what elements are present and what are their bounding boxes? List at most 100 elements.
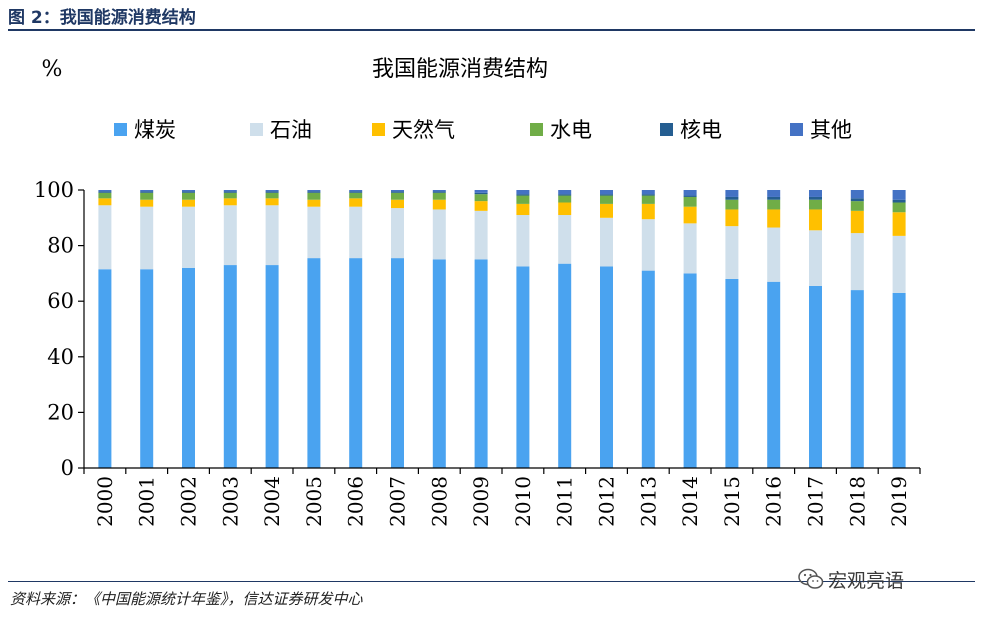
bar-segment — [600, 190, 613, 195]
bar-segment — [223, 198, 237, 206]
legend-label: 石油 — [270, 118, 312, 142]
bar-segment — [182, 199, 195, 207]
bar-segment — [850, 190, 864, 199]
bar-segment — [432, 190, 446, 192]
x-tick-label: 2017 — [804, 476, 828, 527]
bar-segment — [600, 195, 613, 204]
bar-segment — [850, 290, 864, 468]
x-tick-label: 2019 — [887, 476, 911, 527]
bar-segment — [140, 269, 154, 468]
x-tick-label: 2007 — [386, 476, 410, 527]
y-axis-unit-label: % — [42, 57, 63, 82]
x-tick-label: 2003 — [218, 476, 242, 527]
bar-segment — [683, 195, 697, 197]
bar-segment — [767, 281, 781, 468]
bar-segment — [432, 191, 446, 193]
bar-stack — [725, 190, 739, 468]
bar-segment — [265, 190, 279, 192]
x-tick-label: 2011 — [553, 476, 577, 527]
legend-swatch — [372, 123, 385, 136]
bar-segment — [641, 190, 655, 195]
bar-segment — [349, 190, 363, 192]
bar-segment — [98, 191, 112, 193]
y-tick-label: 60 — [47, 289, 74, 313]
bar-segment — [307, 192, 321, 200]
bar-stack — [307, 190, 321, 468]
bar-segment — [182, 267, 195, 468]
bar-segment — [98, 192, 112, 199]
bar-stack — [223, 190, 237, 468]
bar-stack — [683, 190, 697, 468]
bar-segment — [683, 273, 697, 468]
bar-segment — [809, 190, 822, 197]
bar-segment — [809, 230, 822, 286]
bar-segment — [140, 191, 154, 193]
bar-stack — [767, 190, 781, 468]
bar-segment — [683, 190, 697, 196]
bar-segment — [307, 258, 321, 468]
x-tick-label: 2002 — [177, 476, 201, 527]
x-tick-label: 2016 — [762, 476, 786, 527]
legend-label: 天然气 — [392, 118, 455, 142]
bar-segment — [391, 199, 404, 209]
y-tick-label: 100 — [34, 178, 74, 202]
bar-stack — [558, 190, 572, 468]
x-tick-label: 2008 — [427, 476, 451, 527]
x-tick-label: 2006 — [344, 476, 368, 527]
x-tick-label: 2005 — [302, 476, 326, 527]
bar-segment — [223, 190, 237, 192]
legend-swatch — [790, 123, 803, 136]
bar-segment — [850, 210, 864, 234]
bar-segment — [307, 190, 321, 192]
bar-segment — [725, 199, 739, 210]
legend-item: 天然气 — [372, 118, 455, 142]
bar-segment — [725, 190, 739, 197]
bar-segment — [182, 206, 195, 268]
bar-segment — [767, 196, 781, 200]
bar-segment — [265, 205, 279, 266]
bar-segment — [892, 212, 906, 236]
bar-stack — [600, 190, 613, 468]
bar-segment — [98, 198, 112, 206]
bar-segment — [516, 194, 530, 196]
bar-stack — [98, 190, 112, 468]
title-divider — [8, 29, 975, 31]
x-tick-label: 2015 — [720, 476, 744, 527]
bar-segment — [307, 191, 321, 193]
bar-segment — [391, 190, 404, 192]
figure-title: 图 2：我国能源消费结构 — [8, 8, 196, 28]
bar-segment — [474, 192, 488, 195]
bar-segment — [182, 190, 195, 192]
bar-segment — [265, 192, 279, 199]
wechat-icon — [798, 568, 824, 589]
legend-swatch — [114, 123, 127, 136]
bar-stack — [265, 190, 279, 468]
bar-segment — [98, 205, 112, 270]
bar-segment — [474, 201, 488, 211]
legend-swatch — [660, 123, 673, 136]
bar-segment — [307, 206, 321, 259]
bar-segment — [558, 190, 572, 195]
bar-segment — [641, 219, 655, 271]
legend: 煤炭 石油 天然气 水电 核电 其他 — [114, 118, 852, 142]
bar-segment — [432, 199, 446, 210]
bar-segment — [600, 266, 613, 468]
bar-segment — [850, 198, 864, 202]
bar-segment — [349, 191, 363, 193]
bar-segment — [140, 192, 154, 200]
bar-segment — [683, 196, 697, 207]
bar-segment — [223, 205, 237, 266]
bar-stack — [641, 190, 655, 468]
footer-divider — [8, 581, 975, 582]
bar-segment — [683, 223, 697, 274]
bar-segment — [182, 192, 195, 200]
legend-label: 水电 — [550, 118, 592, 142]
x-tick-label: 2009 — [469, 476, 493, 527]
bar-segment — [98, 190, 112, 192]
bar-segment — [558, 195, 572, 203]
bar-segment — [349, 192, 363, 199]
bar-segment — [600, 203, 613, 218]
bar-segment — [767, 190, 781, 197]
bar-segment — [641, 195, 655, 204]
